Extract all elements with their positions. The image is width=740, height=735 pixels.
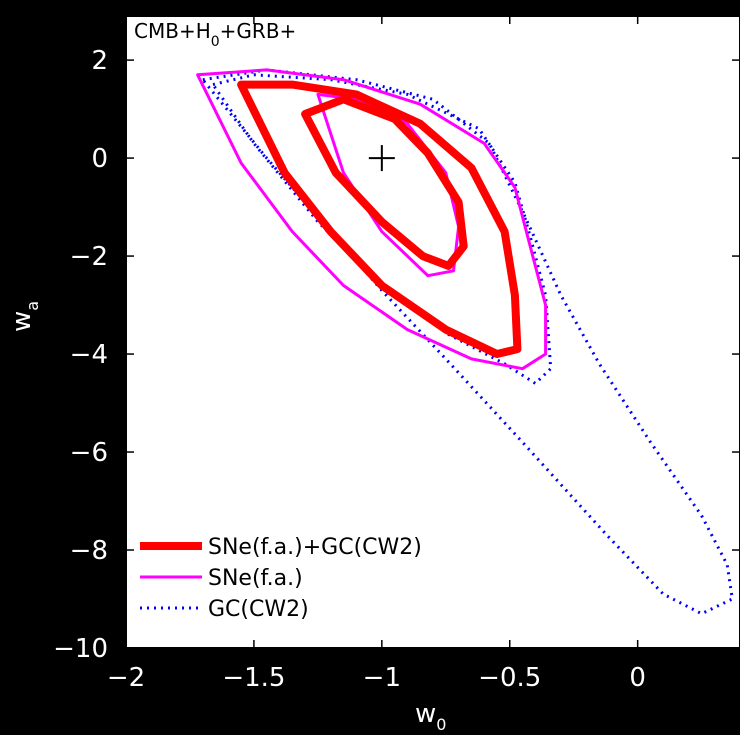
y-tick-label: −10 — [53, 634, 108, 664]
y-tick-label: −8 — [70, 536, 108, 566]
y-tick-label: 2 — [91, 46, 108, 76]
marker-layer — [368, 145, 395, 172]
contour-sne-f-a-gc-cw2--outer — [237, 80, 522, 358]
plot-area — [125, 15, 740, 649]
y-tick-label: −2 — [70, 242, 108, 272]
y-axis-label: wa — [7, 301, 42, 332]
tick-layer: −2 −1.5 −1 −0.5 0 2 0 −2 −4 −6 −8 −10 — [53, 16, 740, 693]
y-tick-label: −4 — [70, 340, 108, 370]
y-tick-label: −6 — [70, 438, 108, 468]
annotation-text: CMB+H0+GRB+ — [134, 19, 296, 50]
x-tick-label: −1.5 — [222, 663, 285, 693]
x-tick-label: −0.5 — [478, 663, 541, 693]
legend-label: GC(CW2) — [208, 597, 309, 622]
x-tick-label: 0 — [629, 663, 646, 693]
contour-sne-f-a-gc-cw2--inner — [301, 95, 468, 270]
x-axis-label: w0 — [415, 699, 446, 734]
legend-label: SNe(f.a.) — [208, 566, 303, 591]
y-tick-label: 0 — [91, 144, 108, 174]
x-tick-label: −2 — [107, 663, 145, 693]
x-tick-label: −1 — [363, 663, 401, 693]
legend: SNe(f.a.)+GC(CW2) SNe(f.a.) GC(CW2) — [140, 535, 422, 622]
legend-label: SNe(f.a.)+GC(CW2) — [208, 535, 422, 560]
contour-layer — [196, 68, 734, 616]
contour-sne-f-a--outer — [196, 68, 548, 371]
